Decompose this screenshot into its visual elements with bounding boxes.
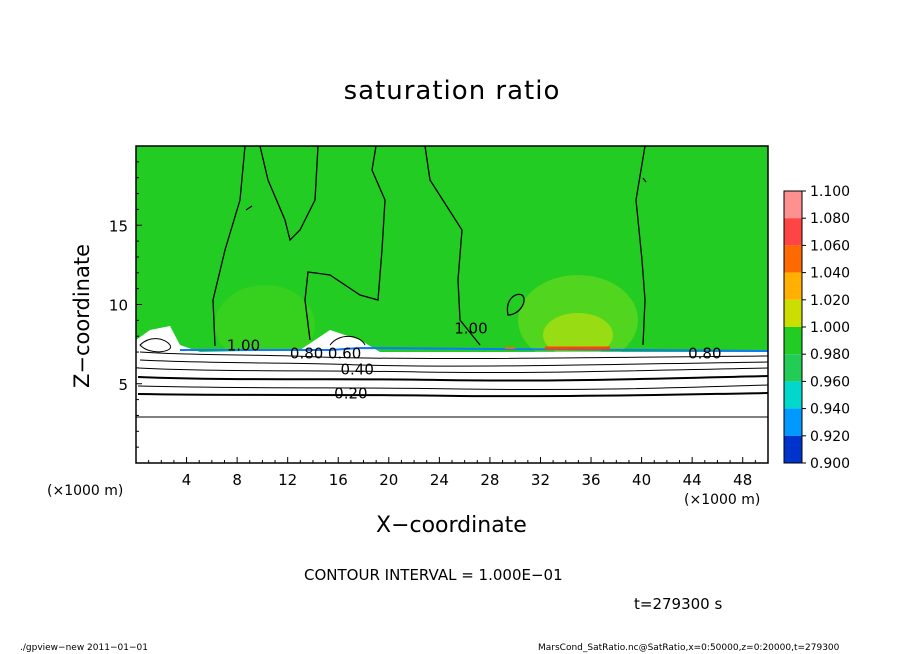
colorbar-label: 0.980 xyxy=(810,347,850,363)
colorbar-label: 0.920 xyxy=(810,429,850,445)
x-tick-label: 8 xyxy=(232,471,242,489)
footer-right: MarsCond_SatRatio.nc@SatRatio,x=0:50000,… xyxy=(538,643,840,653)
colorbar-label: 1.000 xyxy=(810,320,850,336)
contour-lines xyxy=(136,335,769,418)
y-ticks: 5 10 15 xyxy=(109,161,142,448)
contour-label: 0.80 xyxy=(688,345,721,363)
x-axis-label: X−coordinate xyxy=(376,513,527,538)
time-label: t=279300 s xyxy=(634,595,723,613)
x-tick-label: 20 xyxy=(379,471,398,489)
contour-label: 0.40 xyxy=(340,360,373,378)
colorbar-label: 0.940 xyxy=(810,402,850,418)
colorbar-label: 1.020 xyxy=(810,293,850,309)
high-sat-core xyxy=(543,313,613,357)
footer-left: ./gpview−new 2011−01−01 xyxy=(20,643,148,653)
colorbar-segment xyxy=(784,435,802,463)
contour-label: 1.00 xyxy=(454,319,487,337)
x-tick-label: 48 xyxy=(733,471,752,489)
colorbar-segment xyxy=(784,245,802,273)
page-title: saturation ratio xyxy=(343,76,561,106)
colorbar-segment xyxy=(784,354,802,382)
y-tick-label: 15 xyxy=(109,217,128,235)
x-tick-label: 44 xyxy=(683,471,702,489)
colorbar-segment xyxy=(784,218,802,246)
colorbar-segment xyxy=(784,299,802,327)
colorbar: 1.100 1.080 1.060 1.040 1.020 1.000 0.980 0.960… xyxy=(783,184,850,472)
y-tick-label: 10 xyxy=(109,297,128,315)
colorbar-label: 1.100 xyxy=(810,184,850,200)
contour-label: 1.00 xyxy=(227,337,260,355)
y-axis-unit: (×1000 m) xyxy=(47,483,124,499)
high-sat-region-2 xyxy=(215,285,315,365)
y-tick-label: 5 xyxy=(118,376,128,394)
colorbar-label: 1.080 xyxy=(810,211,850,227)
x-tick-label: 36 xyxy=(581,471,600,489)
contour-label: 0.20 xyxy=(334,384,367,402)
colorbar-label: 1.040 xyxy=(810,266,850,282)
x-ticks: 4 8 12 16 20 24 28 32 36 40 44 48 xyxy=(148,457,756,489)
colorbar-label: 0.960 xyxy=(810,374,850,390)
contour-interval: CONTOUR INTERVAL = 1.000E−01 xyxy=(304,566,563,584)
colorbar-segment xyxy=(784,408,802,436)
colorbar-label: 1.060 xyxy=(810,238,850,254)
x-axis-unit: (×1000 m) xyxy=(684,492,761,508)
contour-label: 0.80 xyxy=(290,345,323,363)
contour-labels: 1.00 0.80 0.600.40 0.20 1.00 0.80 xyxy=(227,319,722,402)
x-tick-label: 12 xyxy=(278,471,297,489)
colorbar-segment xyxy=(784,381,802,409)
colorbar-segment xyxy=(784,191,802,219)
low-sat-region xyxy=(136,326,768,463)
x-tick-label: 4 xyxy=(182,471,192,489)
x-tick-label: 16 xyxy=(329,471,348,489)
x-tick-label: 28 xyxy=(480,471,499,489)
colorbar-label: 0.900 xyxy=(810,456,850,472)
x-tick-label: 32 xyxy=(531,471,550,489)
contour-label: 0.60 xyxy=(328,345,361,363)
y-axis-label: Z−coordinate xyxy=(70,244,94,388)
x-tick-label: 24 xyxy=(430,471,449,489)
colorbar-segment xyxy=(784,327,802,355)
upper-contours xyxy=(212,145,647,347)
colorbar-segment xyxy=(784,272,802,300)
x-tick-label: 40 xyxy=(632,471,651,489)
